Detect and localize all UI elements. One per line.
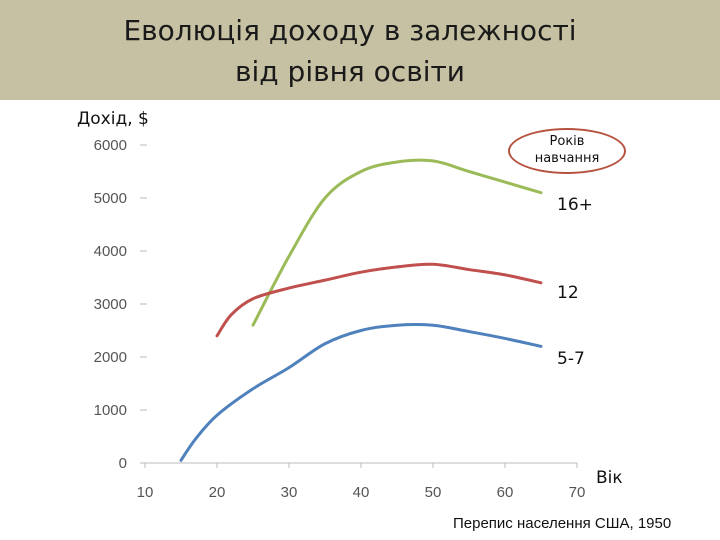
x-tick-label: 70: [569, 484, 586, 501]
x-axis-label: Вік: [596, 468, 623, 488]
y-tick-label: 5000: [94, 190, 127, 207]
series-label-16plus: 16+: [557, 195, 593, 215]
y-tick-label: 1000: [94, 402, 127, 419]
series-label-12: 12: [557, 283, 579, 303]
x-tick-label: 40: [353, 484, 370, 501]
y-tick-label: 4000: [94, 243, 127, 260]
legend-ellipse: [508, 128, 626, 174]
x-tick-label: 60: [497, 484, 514, 501]
series-line-16plus: [251, 158, 543, 327]
series-line-5-7: [179, 322, 543, 462]
title-band: [0, 0, 720, 100]
x-tick-label: 30: [281, 484, 298, 501]
legend-title-line-1: Років: [549, 134, 585, 149]
legend-title: Років навчання: [508, 133, 626, 167]
series-label-5-7: 5-7: [557, 349, 585, 369]
legend-title-line-2: навчання: [534, 151, 600, 166]
y-tick-label: 2000: [94, 349, 127, 366]
y-tick-label: 0: [119, 455, 127, 472]
x-tick-label: 50: [425, 484, 442, 501]
y-tick-label: 6000: [94, 137, 127, 154]
y-tick-label: 3000: [94, 296, 127, 313]
slide-title-line-1: Еволюція доходу в залежності: [123, 14, 577, 47]
y-axis-label: Дохід, $: [77, 109, 149, 129]
series-line-12: [215, 262, 543, 338]
slide-title-line-2: від рівня освіти: [235, 55, 465, 88]
source-note: Перепис населення США, 1950: [453, 515, 672, 532]
x-tick-label: 20: [209, 484, 226, 501]
x-tick-label: 10: [137, 484, 154, 501]
